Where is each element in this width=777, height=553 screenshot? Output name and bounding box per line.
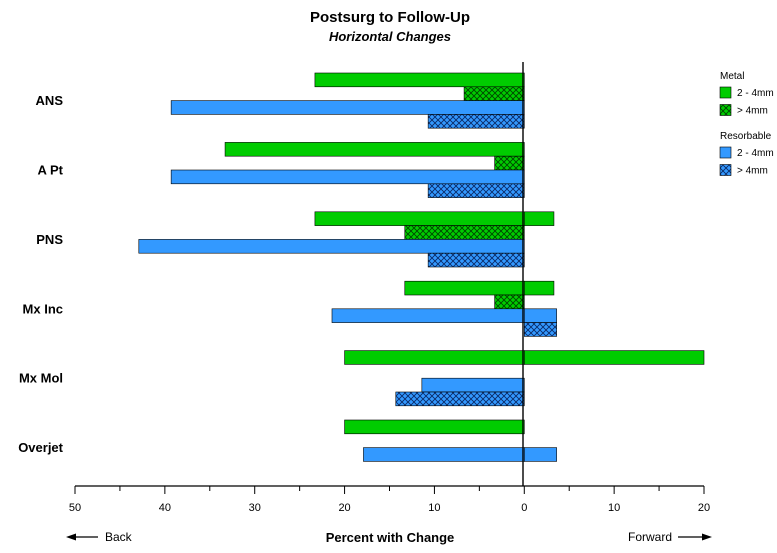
bar-metal-gt4mm-back bbox=[494, 294, 525, 310]
category-label: A Pt bbox=[37, 163, 63, 178]
chart-title: Postsurg to Follow-Up bbox=[310, 9, 470, 26]
category-label: ANS bbox=[36, 93, 64, 108]
x-tick-label: 30 bbox=[249, 502, 261, 514]
legend-label: > 4mm bbox=[737, 106, 768, 117]
bar-resorbable-2to4mm-back bbox=[331, 308, 525, 323]
bar-resorbable-2to4mm-forward bbox=[523, 308, 557, 323]
bar-resorbable-gt4mm-back bbox=[427, 252, 525, 268]
x-axis: 50 40 30 20 10 0 10 20 bbox=[69, 485, 710, 514]
bar-resorbable-2to4mm-back bbox=[138, 239, 525, 254]
bar-metal-2to4mm-forward bbox=[523, 211, 555, 226]
bar-metal-2to4mm-back bbox=[224, 142, 525, 157]
bar-metal-2to4mm-back bbox=[344, 350, 525, 365]
legend-label: 2 - 4mm bbox=[737, 88, 774, 99]
bar-metal-gt4mm-back bbox=[494, 155, 525, 171]
category-label: Overjet bbox=[18, 440, 63, 455]
bar-resorbable-gt4mm-back bbox=[395, 391, 525, 407]
category-label: Mx Inc bbox=[23, 301, 63, 316]
legend-group-title: Resorbable bbox=[720, 131, 772, 142]
bar-metal-2to4mm-back bbox=[314, 72, 525, 88]
bar-metal-gt4mm-back bbox=[463, 86, 525, 101]
legend-swatch bbox=[719, 86, 732, 99]
x-tick-label: 20 bbox=[698, 502, 710, 514]
x-axis-label: Percent with Change bbox=[326, 530, 455, 545]
bar-metal-2to4mm-forward bbox=[523, 280, 555, 296]
x-tick-label: 10 bbox=[428, 502, 440, 514]
bar-resorbable-2to4mm-back bbox=[421, 377, 525, 393]
legend-label: > 4mm bbox=[737, 166, 768, 177]
legend-swatch bbox=[719, 104, 732, 116]
legend-swatch bbox=[719, 164, 732, 176]
bar-resorbable-2to4mm-forward bbox=[523, 447, 557, 462]
legend-group-title: Metal bbox=[720, 71, 744, 82]
bar-resorbable-2to4mm-back bbox=[170, 169, 525, 185]
chart-subtitle: Horizontal Changes bbox=[329, 29, 451, 44]
bar-metal-2to4mm-back bbox=[404, 280, 525, 296]
legend-label: 2 - 4mm bbox=[737, 148, 774, 159]
bar-metal-gt4mm-back bbox=[404, 225, 525, 240]
bar-metal-2to4mm-back bbox=[314, 211, 525, 226]
bar-resorbable-gt4mm-back bbox=[427, 183, 525, 198]
bar-metal-2to4mm-back bbox=[344, 419, 525, 435]
x-tick-label: 20 bbox=[338, 502, 350, 514]
bar-resorbable-gt4mm-back bbox=[427, 114, 525, 129]
legend-swatch bbox=[719, 146, 732, 159]
back-arrow bbox=[66, 533, 98, 541]
bars-layer bbox=[138, 72, 705, 462]
back-label: Back bbox=[105, 530, 133, 544]
x-tick-label: 40 bbox=[159, 502, 171, 514]
x-tick-label: 10 bbox=[608, 502, 620, 514]
bar-resorbable-gt4mm-forward bbox=[523, 322, 557, 337]
forward-label: Forward bbox=[628, 530, 672, 544]
category-label: PNS bbox=[36, 232, 63, 247]
bar-resorbable-2to4mm-back bbox=[170, 100, 525, 115]
legend: Metal 2 - 4mm > 4mm Resorbable 2 - 4mm > 4mm bbox=[719, 71, 774, 177]
category-labels: ANS A Pt PNS Mx Inc Mx Mol Overjet bbox=[18, 93, 63, 455]
x-tick-label: 50 bbox=[69, 502, 81, 514]
category-label: Mx Mol bbox=[19, 371, 63, 386]
bar-metal-2to4mm-forward bbox=[523, 350, 705, 365]
forward-arrow bbox=[678, 533, 712, 541]
bar-resorbable-2to4mm-back bbox=[363, 447, 525, 462]
x-tick-label: 0 bbox=[521, 502, 527, 514]
